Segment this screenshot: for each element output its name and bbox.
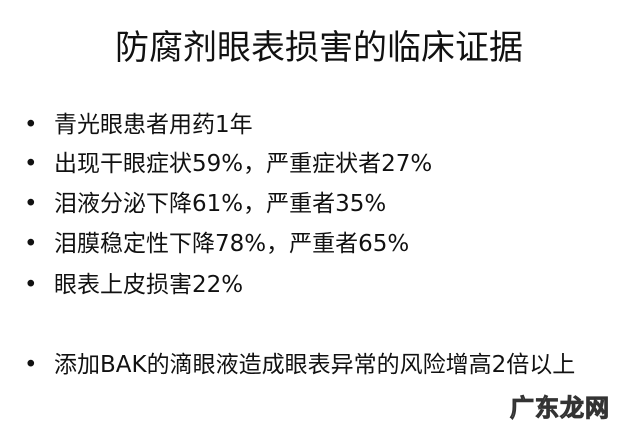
- bullet-dot: •: [24, 272, 38, 298]
- bullet-dot: •: [24, 191, 38, 217]
- bullet-text: 出现干眼症状59%，严重症状者27%: [54, 151, 433, 177]
- bullet-text: 添加BAK的滴眼液造成眼表异常的风险增高2倍以上: [54, 352, 576, 378]
- bullet-item: • 泪液分泌下降61%，严重者35%: [24, 185, 614, 223]
- bullet-dot: •: [24, 231, 38, 257]
- bullet-item: • 出现干眼症状59%，严重症状者27%: [24, 145, 614, 183]
- bullet-dot: •: [24, 352, 38, 378]
- bullet-item: • 添加BAK的滴眼液造成眼表异常的风险增高2倍以上: [24, 346, 614, 384]
- watermark-logo: 广东龙网: [510, 394, 610, 423]
- bullet-dot: •: [24, 112, 38, 138]
- bullet-text: 泪膜稳定性下降78%，严重者65%: [54, 231, 410, 257]
- bullet-item: • 泪膜稳定性下降78%，严重者65%: [24, 225, 614, 263]
- bullet-text: 青光眼患者用药1年: [54, 112, 253, 138]
- bullet-item: • 青光眼患者用药1年: [24, 106, 614, 144]
- bullet-text: 眼表上皮损害22%: [54, 272, 244, 298]
- bullet-item: • 眼表上皮损害22%: [24, 266, 614, 304]
- bullet-dot: •: [24, 151, 38, 177]
- bullet-text: 泪液分泌下降61%，严重者35%: [54, 191, 387, 217]
- slide-title: 防腐剂眼表损害的临床证据: [115, 28, 523, 68]
